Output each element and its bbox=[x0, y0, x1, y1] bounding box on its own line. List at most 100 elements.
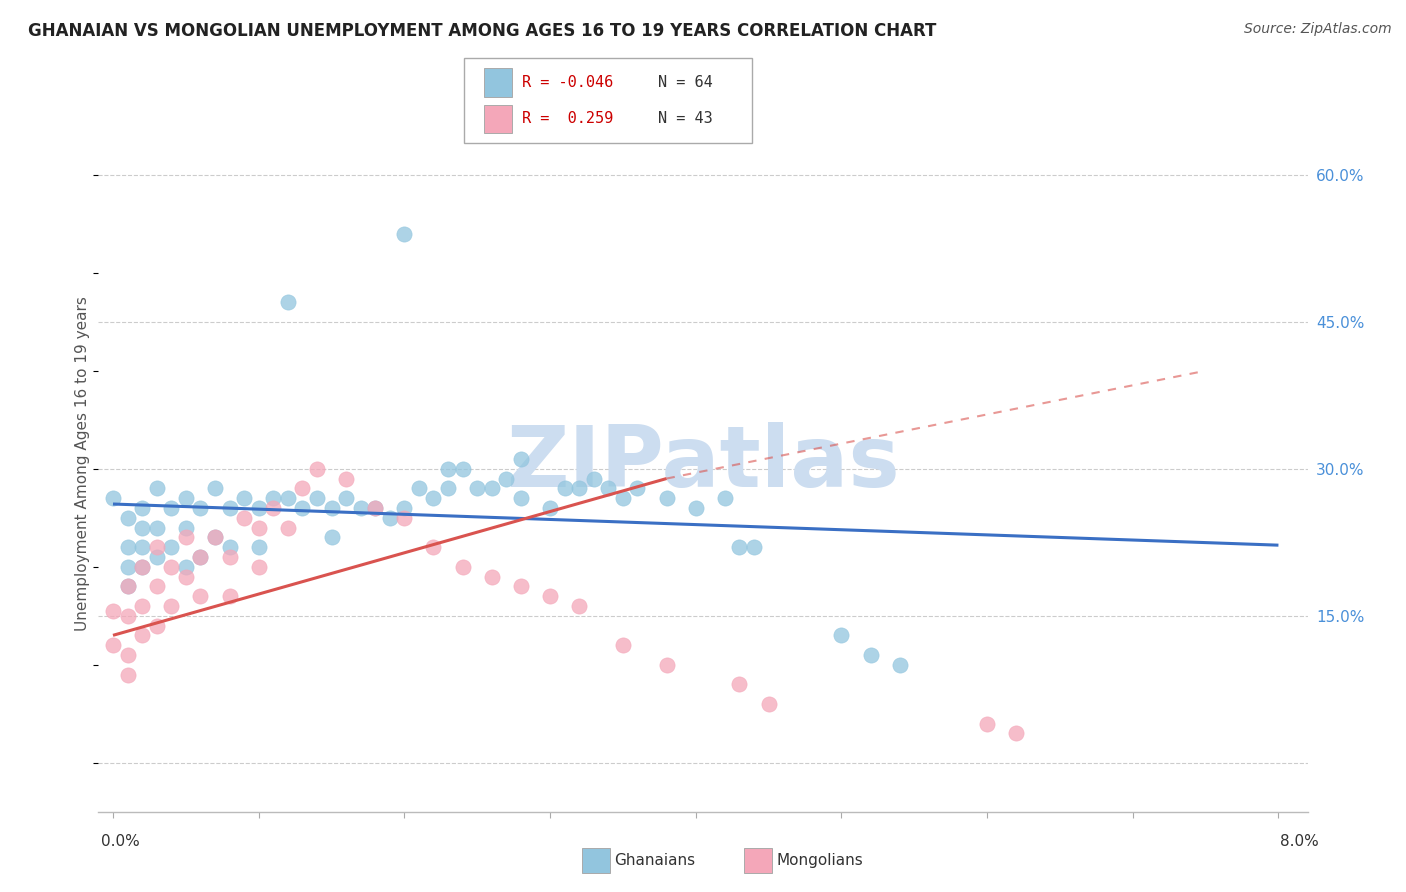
Point bbox=[554, 481, 576, 495]
Point bbox=[830, 628, 852, 642]
Point bbox=[174, 569, 197, 583]
Point bbox=[321, 530, 343, 544]
Point bbox=[378, 510, 401, 524]
Point bbox=[889, 657, 911, 672]
Point bbox=[538, 589, 561, 603]
Point bbox=[117, 510, 139, 524]
Point bbox=[131, 599, 153, 613]
Point bbox=[364, 500, 387, 515]
Point bbox=[612, 638, 634, 652]
Point bbox=[131, 520, 153, 534]
Point bbox=[451, 559, 474, 574]
Point bbox=[190, 549, 212, 564]
Text: Mongolians: Mongolians bbox=[776, 854, 863, 868]
Point bbox=[117, 579, 139, 593]
Point bbox=[321, 500, 343, 515]
Point bbox=[117, 648, 139, 662]
Point bbox=[277, 491, 299, 505]
Point bbox=[101, 604, 124, 618]
Point bbox=[233, 510, 256, 524]
Point bbox=[655, 657, 678, 672]
Point bbox=[465, 481, 488, 495]
Point bbox=[437, 461, 460, 475]
Point bbox=[145, 520, 167, 534]
Point bbox=[131, 500, 153, 515]
Point bbox=[262, 491, 284, 505]
Point bbox=[350, 500, 373, 515]
Point bbox=[145, 481, 167, 495]
Point bbox=[495, 471, 517, 485]
Text: 8.0%: 8.0% bbox=[1279, 834, 1319, 849]
Point bbox=[174, 530, 197, 544]
Text: ZIPatlas: ZIPatlas bbox=[506, 422, 900, 506]
Point bbox=[160, 599, 183, 613]
Point bbox=[291, 481, 314, 495]
Point bbox=[859, 648, 882, 662]
Point bbox=[131, 628, 153, 642]
Text: R = -0.046: R = -0.046 bbox=[522, 75, 613, 90]
Point bbox=[394, 500, 416, 515]
Point bbox=[131, 559, 153, 574]
Point bbox=[451, 461, 474, 475]
Point bbox=[277, 520, 299, 534]
Point bbox=[481, 569, 503, 583]
Text: N = 43: N = 43 bbox=[658, 112, 713, 127]
Point bbox=[277, 295, 299, 310]
Point bbox=[335, 491, 357, 505]
Point bbox=[145, 579, 167, 593]
Text: Source: ZipAtlas.com: Source: ZipAtlas.com bbox=[1244, 22, 1392, 37]
Point bbox=[218, 500, 240, 515]
Point bbox=[247, 500, 270, 515]
Point bbox=[305, 461, 328, 475]
Point bbox=[247, 559, 270, 574]
Point bbox=[218, 589, 240, 603]
Point bbox=[291, 500, 314, 515]
Point bbox=[174, 520, 197, 534]
Point bbox=[481, 481, 503, 495]
Point bbox=[131, 540, 153, 554]
Point bbox=[117, 667, 139, 681]
Point bbox=[598, 481, 620, 495]
Point bbox=[160, 559, 183, 574]
Point bbox=[758, 697, 780, 711]
Point bbox=[655, 491, 678, 505]
Point bbox=[101, 491, 124, 505]
Point bbox=[408, 481, 430, 495]
Point bbox=[190, 589, 212, 603]
Point bbox=[728, 540, 751, 554]
Point bbox=[145, 549, 167, 564]
Point bbox=[394, 227, 416, 241]
Point bbox=[204, 481, 226, 495]
Point bbox=[509, 491, 531, 505]
Point bbox=[509, 452, 531, 467]
Point bbox=[1005, 726, 1028, 740]
Point bbox=[218, 540, 240, 554]
Point bbox=[364, 500, 387, 515]
Point bbox=[742, 540, 765, 554]
Point bbox=[190, 549, 212, 564]
Text: Ghanaians: Ghanaians bbox=[614, 854, 696, 868]
Point bbox=[117, 608, 139, 623]
Point bbox=[582, 471, 605, 485]
Point bbox=[568, 599, 591, 613]
Point bbox=[728, 677, 751, 691]
Point bbox=[218, 549, 240, 564]
Point bbox=[714, 491, 737, 505]
Point bbox=[247, 520, 270, 534]
Point bbox=[101, 638, 124, 652]
Point bbox=[976, 716, 998, 731]
Point bbox=[538, 500, 561, 515]
Point bbox=[247, 540, 270, 554]
Y-axis label: Unemployment Among Ages 16 to 19 years: Unemployment Among Ages 16 to 19 years bbox=[75, 296, 90, 632]
Point bbox=[190, 500, 212, 515]
Point bbox=[305, 491, 328, 505]
Point bbox=[204, 530, 226, 544]
Point bbox=[131, 559, 153, 574]
Point bbox=[174, 491, 197, 505]
Point bbox=[568, 481, 591, 495]
Text: 0.0%: 0.0% bbox=[101, 834, 141, 849]
Point bbox=[262, 500, 284, 515]
Point bbox=[335, 471, 357, 485]
Point bbox=[626, 481, 648, 495]
Point bbox=[174, 559, 197, 574]
